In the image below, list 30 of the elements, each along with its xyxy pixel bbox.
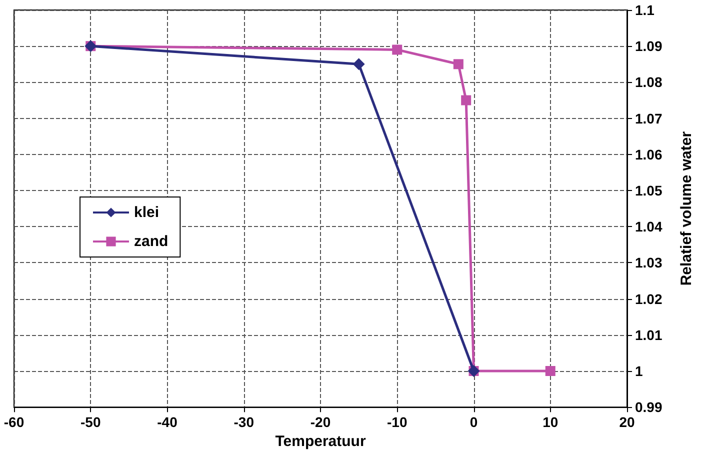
y-tick-label: 1.02 bbox=[635, 290, 662, 307]
point bbox=[352, 58, 365, 70]
y-tick-label: 0.99 bbox=[635, 399, 662, 416]
point bbox=[453, 59, 464, 70]
x-tick-label: 20 bbox=[619, 414, 635, 430]
y-tick-label: 1.06 bbox=[635, 146, 662, 162]
x-tick-label: -40 bbox=[157, 414, 178, 430]
x-tick-label: 0 bbox=[470, 414, 478, 430]
y-tick-label: 1.1 bbox=[635, 2, 655, 18]
y-axis-title: Relatief volume water bbox=[678, 131, 695, 286]
legend-label: klei bbox=[134, 204, 160, 221]
y-tick-label: 1.01 bbox=[635, 326, 662, 343]
point bbox=[392, 44, 402, 55]
point bbox=[461, 95, 472, 106]
y-tick-label: 1.04 bbox=[635, 218, 662, 235]
x-tick-label: -50 bbox=[80, 414, 101, 430]
y-tick-label: 1.05 bbox=[635, 182, 662, 198]
x-axis-title: Temperatuur bbox=[275, 433, 366, 450]
x-tick-label: 10 bbox=[542, 414, 558, 430]
x-tick-label: -60 bbox=[4, 414, 24, 430]
x-tick-label: -10 bbox=[387, 414, 408, 430]
y-tick-label: 1.07 bbox=[635, 110, 662, 126]
x-tick-label: -20 bbox=[310, 414, 331, 430]
y-tick-label: 1 bbox=[635, 363, 643, 379]
y-tick-label: 1.09 bbox=[635, 38, 662, 54]
y-tick-label: 1.08 bbox=[635, 74, 662, 90]
y-tick-label: 1.03 bbox=[635, 254, 662, 271]
x-tick-label: -30 bbox=[234, 414, 254, 430]
legend-label: zand bbox=[134, 233, 168, 250]
point bbox=[545, 366, 556, 376]
